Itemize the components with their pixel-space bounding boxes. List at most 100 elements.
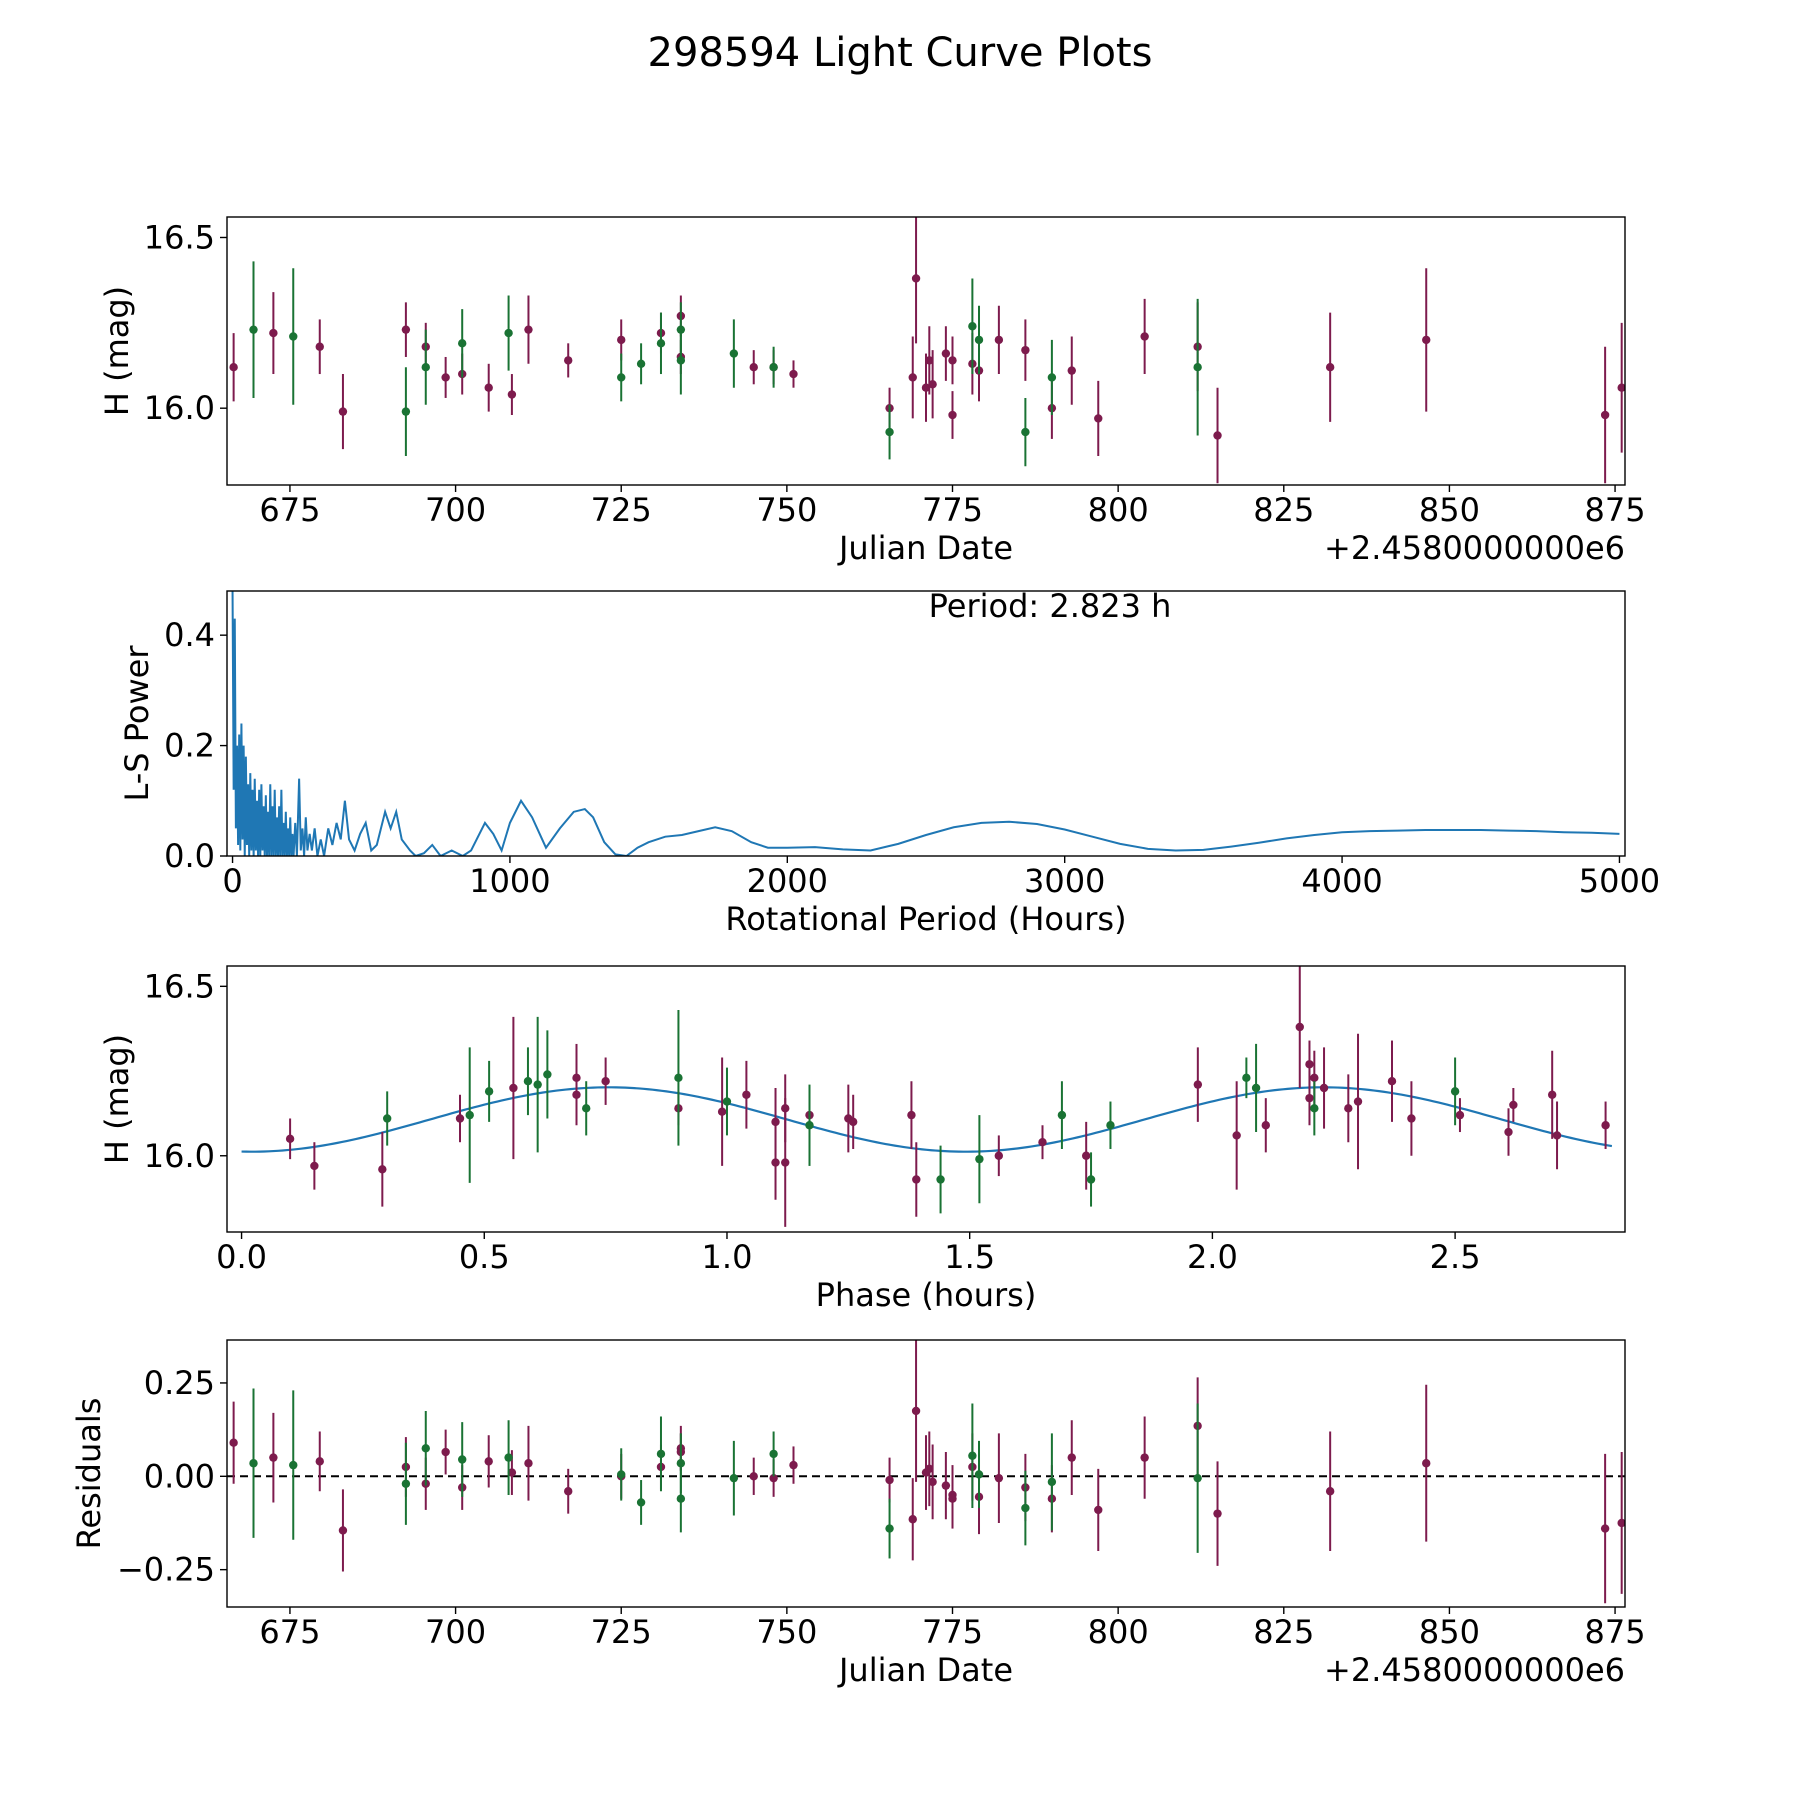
panel-periodogram: 0 1000 2000 3000 4000 5000 0.0 0.2 0.4 Rotational… [118, 590, 1660, 938]
data-point-red [781, 1158, 790, 1167]
data-point-green [1450, 1087, 1460, 1096]
lightcurve-x-axis-label: Julian Date [837, 529, 1013, 567]
data-point-red [911, 274, 921, 283]
data-point-red [441, 373, 450, 382]
data-point-green [617, 373, 626, 382]
data-point-red [601, 1077, 610, 1086]
data-point-red [941, 349, 951, 358]
data-point-green [805, 1121, 814, 1130]
panel-phased: 0.0 0.5 1.0 1.5 2.0 2.5 16.0 16.5 Phase (hours) H… [98, 965, 1626, 1314]
data-point-red [1407, 1114, 1416, 1123]
data-point-green [1193, 1473, 1202, 1483]
data-point-red [1353, 1097, 1363, 1106]
data-point-red [1600, 1524, 1610, 1533]
data-point-green [769, 1449, 778, 1459]
data-point-green [484, 1087, 494, 1096]
panel-lightcurve: 675 700 725 750 775 800 825 850 875 16.0 16.5 Julia… [98, 216, 1646, 567]
y-tick-label: 0.25 [144, 1364, 215, 1402]
data-point-red [769, 1473, 778, 1483]
periodogram-x-axis-label: Rotational Period (Hours) [725, 900, 1126, 938]
data-point-red [484, 1457, 493, 1466]
data-point-red [1455, 1110, 1465, 1120]
data-point-red [564, 1487, 573, 1496]
x-tick-label: 0 [222, 862, 242, 900]
x-tick-label: 1.5 [944, 1238, 995, 1276]
data-point-red [617, 335, 626, 345]
data-point-red [1067, 366, 1076, 375]
data-point-red [1232, 1131, 1241, 1140]
data-point-green [974, 1470, 984, 1479]
data-point-red [338, 1526, 348, 1535]
data-point-green [458, 1455, 467, 1464]
data-point-red [994, 1151, 1004, 1160]
data-point-red [1140, 1453, 1149, 1462]
data-point-red [509, 1083, 518, 1093]
x-tick-label: 725 [591, 491, 652, 529]
data-point-red [269, 328, 278, 338]
data-point-red [572, 1090, 581, 1099]
data-point-red [1617, 1518, 1625, 1528]
residuals-axes-frame [226, 1339, 1626, 1608]
data-point-red [1509, 1100, 1518, 1110]
x-tick-label: 1000 [469, 862, 550, 900]
data-point-green [543, 1070, 552, 1079]
data-point-red [1601, 1121, 1610, 1130]
x-tick-label: 1.0 [702, 1238, 753, 1276]
data-point-red [1325, 363, 1335, 372]
data-point-green [249, 1459, 258, 1468]
data-point-red [907, 1110, 916, 1120]
data-point-red [310, 1161, 319, 1171]
data-point-red [994, 1473, 1004, 1483]
data-point-green [936, 1175, 945, 1184]
x-tick-label: 700 [425, 491, 486, 529]
x-tick-label: 2.5 [1430, 1238, 1481, 1276]
x-tick-label: 775 [922, 491, 983, 529]
data-point-green [729, 1473, 739, 1483]
data-point-red [338, 407, 348, 416]
data-point-red [885, 1475, 894, 1485]
data-point-red [1310, 1073, 1319, 1083]
data-point-green [676, 1459, 686, 1468]
x-tick-label: 875 [1585, 491, 1646, 529]
data-point-green [458, 339, 467, 348]
data-point-green [885, 1524, 894, 1533]
x-tick-label: 0.5 [459, 1238, 510, 1276]
data-point-green [885, 427, 894, 437]
data-point-green [974, 335, 984, 345]
data-point-red [717, 1107, 727, 1116]
data-point-green [968, 1451, 977, 1460]
data-point-red [749, 363, 758, 372]
data-point-green [722, 1097, 732, 1106]
x-tick-label: 0.0 [216, 1238, 267, 1276]
phased-x-axis-label: Phase (hours) [816, 1276, 1037, 1314]
x-tick-label: 825 [1253, 491, 1314, 529]
x-tick-label: 675 [259, 491, 320, 529]
data-point-green [401, 407, 411, 416]
data-point-red [401, 325, 411, 334]
data-point-red [1081, 1151, 1091, 1160]
residuals-x-offset-label: +2.4580000000e6 [1324, 1651, 1625, 1689]
period-annotation: Period: 2.823 h [929, 587, 1172, 625]
data-point-red [994, 335, 1004, 345]
data-point-red [911, 1406, 921, 1416]
data-point-green [1021, 427, 1030, 437]
data-point-green [729, 349, 739, 358]
periodogram-plot-area [231, 591, 1620, 856]
data-point-red [912, 1175, 921, 1184]
data-point-red [742, 1090, 751, 1099]
y-tick-label: 0.4 [164, 616, 215, 654]
data-point-red [1140, 332, 1149, 341]
data-point-red [925, 356, 934, 365]
data-point-green [533, 1080, 542, 1089]
data-point-green [617, 1470, 626, 1479]
periodogram-axes-frame [226, 590, 1626, 857]
data-point-green [401, 1479, 411, 1488]
data-point-red [749, 1472, 758, 1481]
residuals-x-axis-label: Julian Date [837, 1651, 1013, 1689]
data-point-red [1344, 1104, 1353, 1113]
series-power-line [231, 591, 1620, 856]
y-tick-label: −0.25 [117, 1551, 215, 1589]
data-point-red [941, 1481, 951, 1490]
data-point-green [656, 1449, 666, 1459]
